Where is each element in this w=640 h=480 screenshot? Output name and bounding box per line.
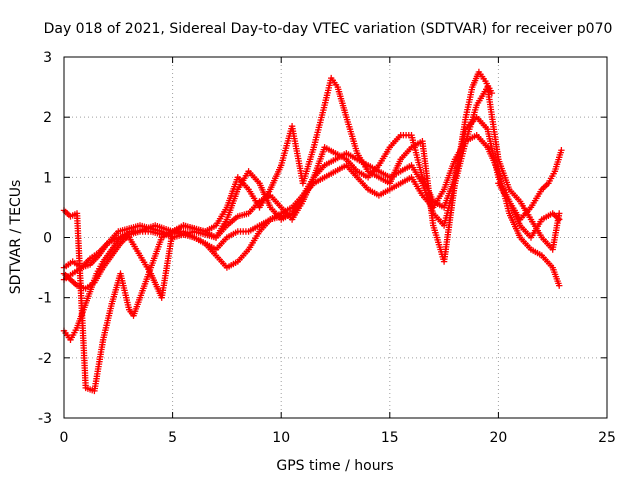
x-tick-label: 0 xyxy=(60,430,69,446)
y-tick-label: -2 xyxy=(38,351,52,367)
data-point xyxy=(488,89,496,97)
x-tick-label: 20 xyxy=(489,430,507,446)
series-track-6 xyxy=(495,147,565,223)
series-line xyxy=(63,116,560,269)
y-tick-label: 1 xyxy=(43,170,52,186)
y-tick-label: -3 xyxy=(38,411,52,427)
x-tick-label: 25 xyxy=(598,430,616,446)
series-line xyxy=(63,86,561,299)
y-axis-label: SDTVAR / TECUs xyxy=(8,180,24,295)
series-track-4 xyxy=(60,83,563,301)
series-line xyxy=(63,134,561,290)
grid xyxy=(64,57,607,418)
x-axis-label: GPS time / hours xyxy=(276,458,393,474)
x-tick-label: 15 xyxy=(381,430,399,446)
y-tick-label: -1 xyxy=(38,291,52,307)
y-tick-label: 2 xyxy=(43,110,52,126)
data-point xyxy=(556,282,563,289)
series-track-5 xyxy=(60,68,496,395)
chart-title: Day 018 of 2021, Sidereal Day-to-day VTE… xyxy=(44,21,613,37)
x-tick-label: 10 xyxy=(272,430,290,446)
data-point xyxy=(558,147,565,154)
x-tick-label: 5 xyxy=(168,430,177,446)
y-tick-label: 0 xyxy=(43,231,52,247)
plot-frame xyxy=(63,56,608,419)
y-tick-label: 3 xyxy=(43,50,52,66)
data-series xyxy=(60,68,565,395)
axis-ticks: 0 5 10 15 20 25 -3 -2 -1 0 1 2 3 xyxy=(38,50,616,446)
data-point xyxy=(556,210,563,217)
